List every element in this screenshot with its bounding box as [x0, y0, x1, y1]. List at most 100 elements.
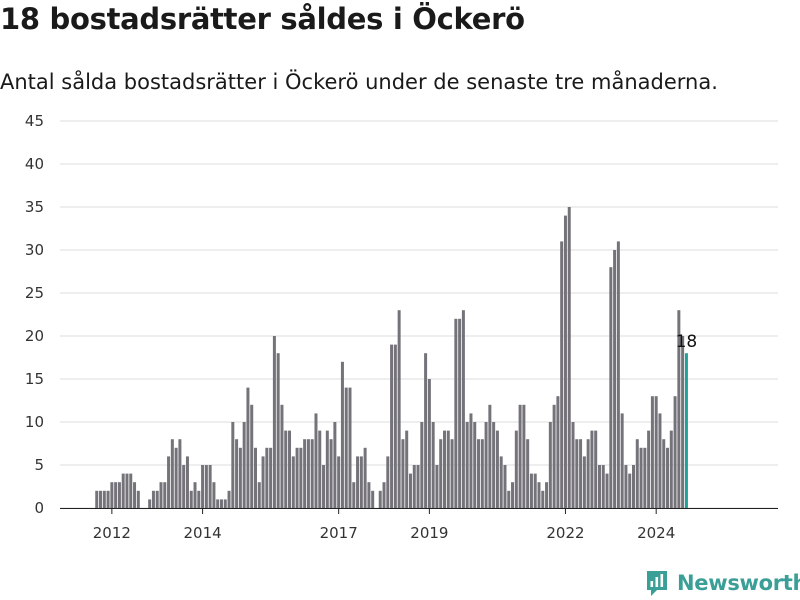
bar — [284, 430, 288, 508]
bar — [382, 482, 386, 508]
bar — [246, 387, 250, 508]
y-tick-label: 30 — [25, 241, 44, 259]
bar — [155, 490, 159, 508]
chart-bars — [95, 207, 688, 508]
bar — [601, 465, 605, 508]
bar — [310, 439, 314, 508]
bar — [458, 318, 462, 508]
bar — [450, 439, 454, 508]
x-tick-label: 2014 — [183, 524, 221, 542]
y-tick-label: 20 — [25, 327, 44, 345]
bar — [340, 361, 344, 508]
bar — [522, 404, 526, 508]
bar — [571, 422, 575, 508]
bar — [265, 447, 269, 508]
bar — [552, 404, 556, 508]
bar — [386, 456, 390, 508]
highlighted-bar — [684, 353, 688, 508]
bar — [439, 439, 443, 508]
bar — [280, 404, 284, 508]
bar — [590, 430, 594, 508]
page-subtitle: Antal sålda bostadsrätter i Öckerö under… — [0, 70, 718, 94]
bar — [371, 490, 375, 508]
bar — [575, 439, 579, 508]
bar — [597, 465, 601, 508]
bar — [329, 439, 333, 508]
bar — [567, 207, 571, 508]
bar — [435, 465, 439, 508]
bar — [650, 396, 654, 508]
bar — [390, 344, 394, 508]
bar — [325, 430, 329, 508]
bar — [393, 344, 397, 508]
bar — [212, 482, 216, 508]
bar — [378, 490, 382, 508]
bar — [469, 413, 473, 508]
bar — [151, 490, 155, 508]
bar — [408, 473, 412, 508]
x-tick-label: 2012 — [93, 524, 131, 542]
bar — [639, 447, 643, 508]
x-tick-label: 2017 — [320, 524, 358, 542]
bar — [257, 482, 261, 508]
bar — [95, 490, 99, 508]
bar — [624, 465, 628, 508]
bar — [269, 447, 273, 508]
bar — [250, 404, 254, 508]
bar — [662, 439, 666, 508]
bar — [673, 396, 677, 508]
bar — [129, 473, 133, 508]
bar — [208, 465, 212, 508]
bar — [541, 490, 545, 508]
bar — [223, 499, 227, 508]
bar — [431, 422, 435, 508]
bar — [219, 499, 223, 508]
x-tick-label: 2024 — [637, 524, 675, 542]
x-tick-label: 2022 — [546, 524, 584, 542]
bar — [495, 430, 499, 508]
newsworthy-logo-icon — [647, 571, 667, 596]
bar — [163, 482, 167, 508]
bar — [488, 404, 492, 508]
bar — [526, 439, 530, 508]
bar — [352, 482, 356, 508]
bar — [446, 430, 450, 508]
bar — [405, 430, 409, 508]
bar — [635, 439, 639, 508]
highlight-value-label: 18 — [676, 332, 698, 352]
bar — [545, 482, 549, 508]
bar — [620, 413, 624, 508]
bar — [148, 499, 152, 508]
bar — [182, 465, 186, 508]
y-tick-label: 10 — [25, 413, 44, 431]
bar — [337, 456, 341, 508]
bar — [484, 422, 488, 508]
chart-data-labels: 18 — [676, 332, 698, 352]
bar — [556, 396, 560, 508]
bar — [189, 490, 193, 508]
y-tick-label: 25 — [25, 284, 44, 302]
bar — [424, 353, 428, 508]
bar — [401, 439, 405, 508]
bar — [231, 422, 235, 508]
bar — [420, 422, 424, 508]
bar — [99, 490, 103, 508]
bar — [288, 430, 292, 508]
bar — [318, 430, 322, 508]
bar — [299, 447, 303, 508]
bar — [681, 336, 685, 508]
bar — [314, 413, 318, 508]
bar — [594, 430, 598, 508]
bar — [492, 422, 496, 508]
bar — [480, 439, 484, 508]
bar — [605, 473, 609, 508]
bar — [507, 490, 511, 508]
bar — [238, 447, 242, 508]
bar — [473, 422, 477, 508]
bar — [136, 490, 140, 508]
bar — [628, 473, 632, 508]
bar — [235, 439, 239, 508]
bar — [427, 379, 431, 508]
bar — [579, 439, 583, 508]
bar — [613, 250, 617, 508]
